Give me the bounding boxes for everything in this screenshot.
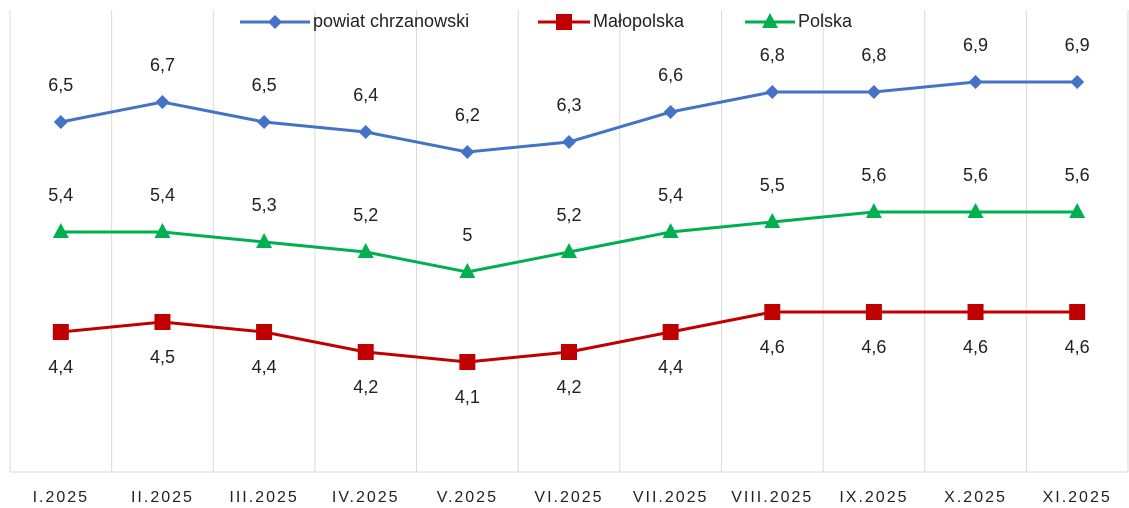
data-label: 6,6 [658, 65, 683, 85]
data-label: 4,6 [963, 337, 988, 357]
marker [562, 135, 576, 149]
data-label: 4,1 [455, 387, 480, 407]
data-label: 4,5 [150, 347, 175, 367]
marker [358, 125, 373, 139]
marker [865, 304, 882, 320]
marker [154, 223, 171, 238]
x-tick-label: II.2025 [131, 489, 194, 506]
marker [1069, 203, 1086, 218]
data-label: 6,9 [1065, 35, 1090, 55]
marker [968, 75, 983, 89]
marker [459, 263, 476, 278]
marker [561, 344, 577, 360]
legend-label: Polska [798, 11, 853, 31]
marker [865, 203, 882, 218]
data-label: 6,7 [150, 55, 175, 75]
marker [256, 324, 273, 340]
data-label: 5,2 [353, 205, 378, 225]
marker [154, 314, 171, 330]
x-tick-label: VII.2025 [633, 489, 709, 506]
data-label: 4,4 [252, 357, 277, 377]
marker [765, 85, 780, 99]
marker [53, 115, 68, 129]
marker [866, 85, 881, 99]
x-tick-label: III.2025 [229, 489, 298, 506]
marker [662, 324, 679, 340]
legend-label: powiat chrzanowski [313, 11, 469, 31]
data-label: 6,5 [48, 75, 73, 95]
marker [967, 304, 984, 320]
marker [762, 13, 778, 28]
data-label: 5 [462, 225, 472, 245]
marker [256, 233, 273, 248]
marker [155, 95, 170, 109]
data-label: 6,3 [556, 95, 581, 115]
data-label: 4,2 [556, 377, 581, 397]
data-label: 4,2 [353, 377, 378, 397]
data-label: 6,5 [252, 75, 277, 95]
x-tick-label: IV.2025 [332, 489, 400, 506]
data-label: 6,4 [353, 85, 378, 105]
marker [459, 354, 476, 370]
marker [1070, 75, 1085, 89]
data-label: 4,6 [1065, 337, 1090, 357]
marker [662, 223, 679, 238]
marker [764, 304, 781, 320]
marker [357, 344, 374, 360]
data-label: 6,8 [760, 45, 785, 65]
data-label: 5,6 [861, 165, 886, 185]
marker [561, 243, 577, 258]
marker [52, 324, 69, 340]
marker [556, 14, 572, 30]
data-label: 5,6 [963, 165, 988, 185]
data-label: 5,4 [150, 185, 175, 205]
marker [764, 213, 781, 228]
data-label: 4,6 [861, 337, 886, 357]
legend-label: Małopolska [593, 11, 685, 31]
data-label: 4,6 [760, 337, 785, 357]
marker [268, 15, 282, 29]
x-tick-label: VI.2025 [534, 489, 603, 506]
marker [460, 145, 475, 159]
data-label: 6,8 [861, 45, 886, 65]
data-label: 5,2 [556, 205, 581, 225]
marker [357, 243, 374, 258]
data-label: 4,4 [48, 357, 73, 377]
data-label: 6,2 [455, 105, 480, 125]
data-label: 5,4 [658, 185, 683, 205]
x-tick-label: IX.2025 [839, 489, 908, 506]
data-label: 5,4 [48, 185, 73, 205]
data-label: 5,3 [252, 195, 277, 215]
data-label: 4,4 [658, 357, 683, 377]
x-tick-label: XI.2025 [1043, 489, 1112, 506]
x-tick-label: I.2025 [33, 489, 89, 506]
data-label: 6,9 [963, 35, 988, 55]
marker [1069, 304, 1086, 320]
x-tick-label: VIII.2025 [731, 489, 813, 506]
marker [52, 223, 69, 238]
data-label: 5,5 [760, 175, 785, 195]
x-tick-label: V.2025 [437, 489, 498, 506]
marker [663, 105, 678, 119]
data-label: 5,6 [1065, 165, 1090, 185]
marker [257, 115, 272, 129]
marker [967, 203, 984, 218]
x-tick-label: X.2025 [944, 489, 1007, 506]
